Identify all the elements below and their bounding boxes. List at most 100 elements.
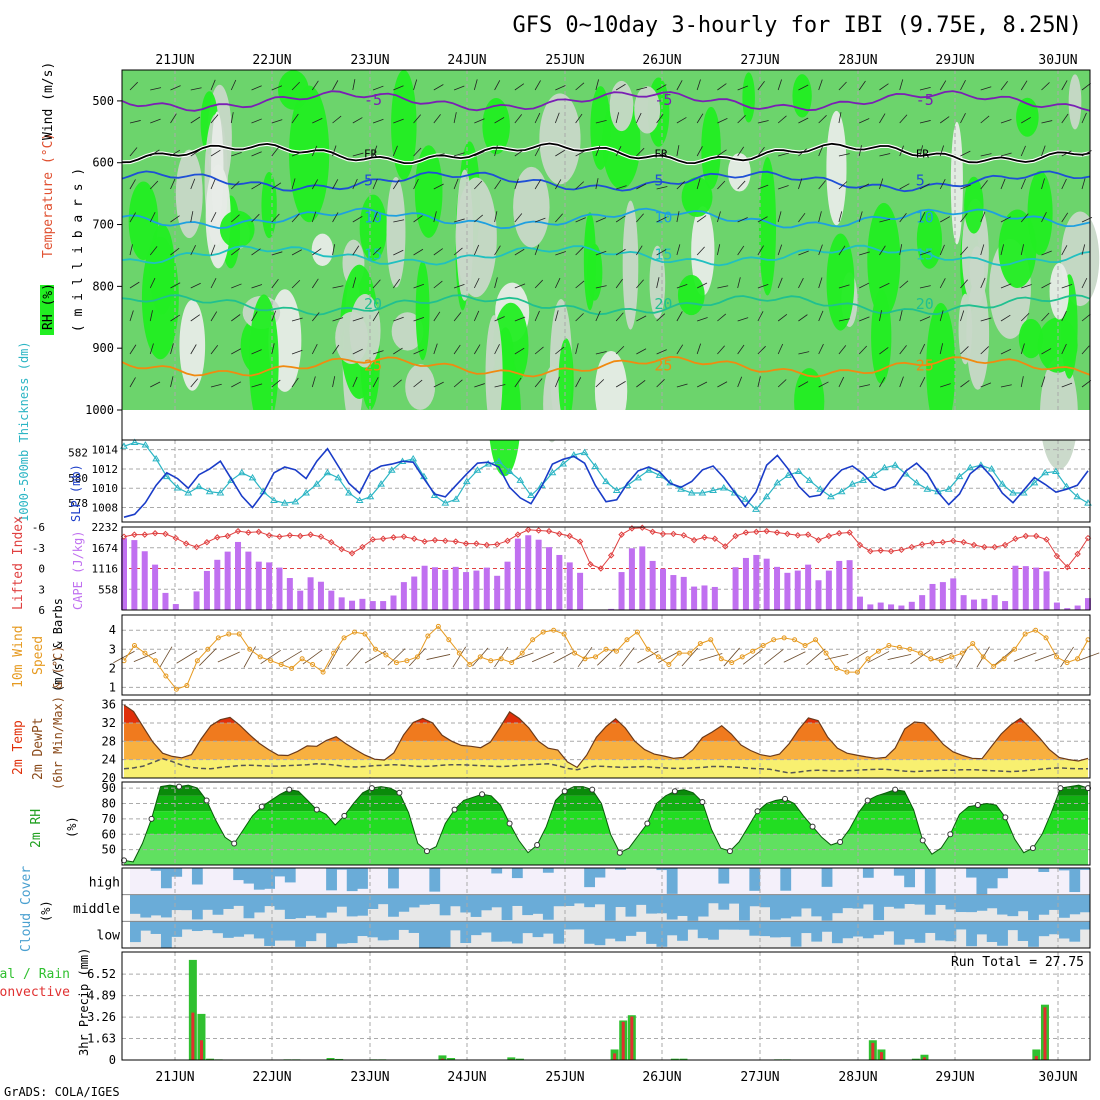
wind-barb bbox=[433, 153, 445, 157]
cloud-level-label: middle bbox=[73, 902, 120, 917]
wind-barb bbox=[413, 349, 424, 355]
cloud-cell bbox=[181, 921, 193, 930]
cloud-cell bbox=[749, 894, 761, 907]
wind-barb bbox=[149, 246, 158, 256]
wind-barb bbox=[757, 376, 761, 388]
cloud-cell bbox=[388, 921, 399, 940]
wind-barb bbox=[231, 247, 241, 256]
cloud-cell bbox=[842, 921, 854, 939]
wind-barb bbox=[1000, 348, 1012, 355]
wind-barb bbox=[636, 380, 646, 388]
cloud-cell bbox=[171, 894, 183, 911]
rh-patch bbox=[758, 157, 777, 296]
wind-barb bbox=[554, 112, 560, 124]
wind-barb bbox=[534, 146, 541, 157]
li-point bbox=[711, 535, 719, 542]
wind-speed-point bbox=[865, 656, 871, 662]
wind-speed-point bbox=[949, 654, 955, 660]
cape-bar bbox=[141, 551, 148, 610]
cloud-cell bbox=[160, 868, 172, 889]
cape-bar bbox=[1053, 602, 1060, 610]
wind-barb bbox=[838, 245, 846, 256]
wind-barb bbox=[352, 117, 363, 124]
cape-bar bbox=[121, 538, 127, 610]
panel-frame bbox=[121, 526, 1091, 611]
li-point bbox=[545, 527, 553, 535]
wind-barb-10m bbox=[243, 646, 256, 668]
cloud-cell bbox=[377, 894, 389, 905]
wind-speed-point bbox=[739, 654, 745, 660]
cloud-cell bbox=[739, 894, 750, 921]
cloud-cell bbox=[367, 921, 379, 938]
cloud-cell bbox=[130, 921, 141, 943]
precip-convective-bar bbox=[621, 1021, 625, 1060]
wind-speed-point bbox=[760, 642, 766, 648]
thickness-point bbox=[966, 463, 975, 471]
wind-barb bbox=[1020, 213, 1029, 223]
rh-point bbox=[148, 815, 155, 822]
li-point bbox=[867, 548, 874, 555]
cloud-cell bbox=[419, 921, 430, 948]
wind-barb bbox=[393, 316, 404, 322]
cloud-cell bbox=[697, 894, 709, 917]
wind-barb bbox=[474, 383, 485, 388]
wind-barb bbox=[899, 145, 904, 157]
wind-barb bbox=[676, 211, 680, 223]
cloud-cell bbox=[305, 921, 317, 942]
wind-barb bbox=[413, 215, 423, 223]
wind-speed-point bbox=[729, 660, 735, 666]
cloud-level-label: low bbox=[97, 929, 121, 944]
wind-barb bbox=[1000, 216, 1011, 223]
date-label-bottom: 25JUN bbox=[545, 1070, 584, 1085]
wind-barb bbox=[494, 343, 500, 355]
wind-barb bbox=[554, 376, 560, 388]
wind-barb bbox=[838, 112, 842, 124]
wind-barb bbox=[129, 281, 140, 289]
date-label-bottom: 27JUN bbox=[740, 1070, 779, 1085]
date-label-top: 21JUN bbox=[155, 53, 194, 68]
wind-barb bbox=[1081, 345, 1090, 355]
wind-barb bbox=[433, 248, 443, 256]
wind-barb-10m bbox=[681, 647, 699, 667]
thickness-point bbox=[1051, 467, 1060, 475]
wind-barb bbox=[251, 248, 261, 256]
pressure-tick-label: 1000 bbox=[85, 403, 114, 417]
cloud-cell bbox=[450, 894, 461, 907]
cape-bar bbox=[825, 570, 832, 610]
rh-patch bbox=[609, 80, 634, 132]
wind-barb-10m bbox=[1076, 652, 1100, 662]
cape-bar bbox=[649, 560, 656, 610]
cloud-cell bbox=[862, 894, 874, 905]
cloud-cell bbox=[222, 921, 234, 938]
wind-barb bbox=[210, 311, 218, 322]
wind-barb bbox=[291, 377, 299, 388]
wind-barb bbox=[798, 381, 809, 388]
wind-barb bbox=[615, 345, 625, 355]
wind-barb bbox=[676, 244, 681, 256]
wind-barb bbox=[453, 247, 463, 256]
wind-barb bbox=[798, 278, 804, 289]
cape-bar bbox=[991, 595, 998, 610]
li-point bbox=[960, 539, 967, 546]
wind-axis-label: Wind (m/s) bbox=[41, 62, 56, 140]
wind-barb bbox=[838, 318, 850, 322]
slp-tick-label: 1014 bbox=[92, 444, 119, 457]
wind-barb bbox=[210, 212, 217, 223]
wind-barb bbox=[393, 219, 405, 223]
wind-barb bbox=[656, 313, 666, 322]
wind-barb bbox=[413, 114, 422, 124]
cloud-cell bbox=[429, 921, 441, 948]
li-point bbox=[141, 531, 148, 538]
wind-barb bbox=[494, 179, 502, 190]
cloud-cell bbox=[1079, 868, 1091, 870]
wind-barb bbox=[494, 145, 498, 157]
cloud-cell bbox=[1007, 921, 1019, 931]
thickness-point bbox=[869, 471, 878, 478]
cloud-cell bbox=[1028, 921, 1039, 947]
wind-barb bbox=[393, 379, 402, 388]
wind-speed-point bbox=[676, 650, 682, 656]
thickness-point bbox=[141, 441, 150, 448]
panel-frame bbox=[121, 699, 1091, 779]
rh-patch bbox=[701, 106, 721, 190]
